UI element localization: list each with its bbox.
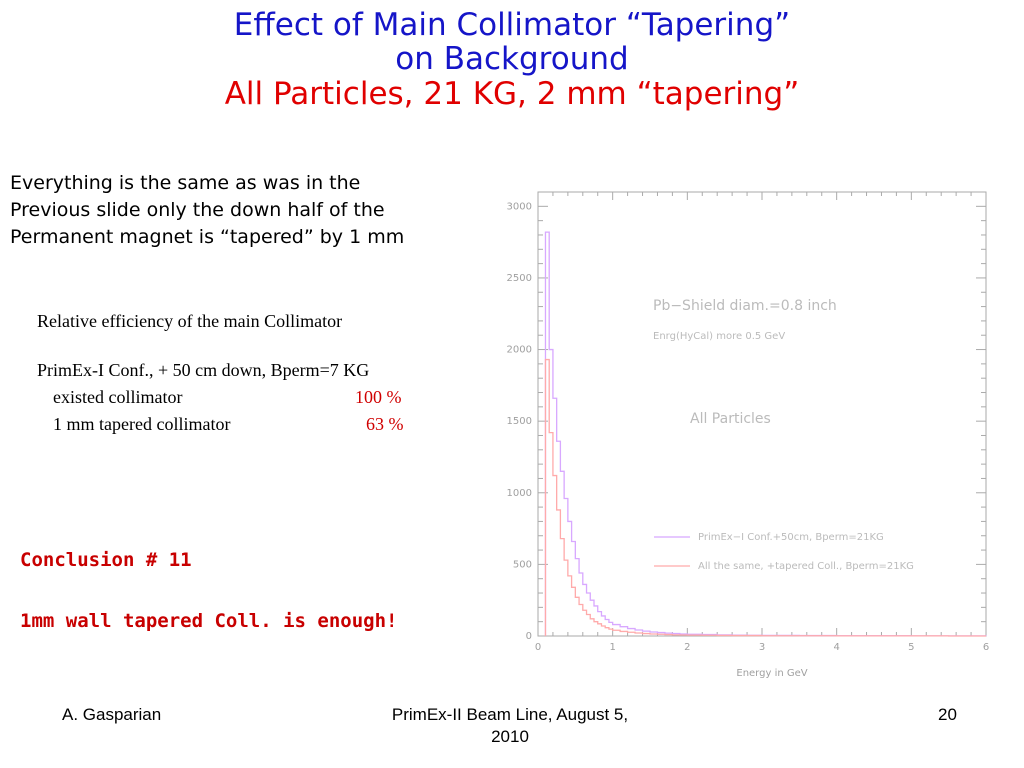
efficiency-heading: Relative efficiency of the main Collimat…	[37, 311, 343, 331]
footer-event-line-1: PrimEx-II Beam Line, August 5,	[391, 705, 629, 724]
conclusion-title: Conclusion # 11	[20, 549, 192, 571]
efficiency-row: existed collimator 100 %	[37, 384, 487, 411]
footer-author: A. Gasparian	[62, 705, 162, 724]
efficiency-row-value: 100 %	[355, 387, 402, 407]
intro-text: Everything is the same as was in the Pre…	[10, 170, 490, 251]
footer-page-number: 20	[938, 705, 957, 724]
x-tick-label: 4	[833, 642, 839, 653]
annotation-particles: All Particles	[690, 411, 771, 427]
efficiency-row-value: 63 %	[366, 414, 404, 434]
x-axis-label: Energy in GeV	[736, 668, 807, 679]
intro-line: Permanent magnet is “tapered” by 1 mm	[10, 226, 405, 248]
annotation-energy-cut: Enrg(HyCal) more 0.5 GeV	[653, 331, 785, 342]
title-line-2: on Background	[395, 41, 629, 77]
efficiency-row: 1 mm tapered collimator 63 %	[37, 411, 487, 438]
y-tick-label: 1500	[507, 416, 532, 427]
conclusion-block: Conclusion # 11 1mm wall tapered Coll. i…	[20, 546, 500, 635]
y-tick-label: 0	[526, 631, 532, 642]
efficiency-config: PrimEx-I Conf., + 50 cm down, Bperm=7 KG	[37, 360, 370, 380]
energy-histogram: 0 1 2 3 4 5 6 0 500 1000 1500 2000 2500 3000 Energy in…	[488, 180, 1004, 690]
footer-event: PrimEx-II Beam Line, August 5, 2010	[340, 704, 680, 748]
intro-line: Previous slide only the down half of the	[10, 199, 385, 221]
efficiency-row-label: 1 mm tapered collimator	[53, 414, 231, 434]
x-tick-label: 6	[983, 642, 989, 653]
y-tick-label: 2500	[507, 273, 532, 284]
histogram-series-1	[544, 231, 987, 637]
efficiency-block: Relative efficiency of the main Collimat…	[37, 308, 487, 438]
title-line-1: Effect of Main Collimator “Tapering”	[233, 7, 791, 43]
footer-event-line-2: 2010	[491, 727, 529, 746]
legend-label: All the same, +tapered Coll., Bperm=21KG	[698, 561, 914, 572]
x-tick-label: 2	[684, 642, 690, 653]
conclusion-text: 1mm wall tapered Coll. is enough!	[20, 610, 398, 632]
histogram-series-2	[544, 358, 986, 637]
y-tick-label: 3000	[507, 201, 532, 212]
y-tick-label: 1000	[507, 488, 532, 499]
histogram-svg: 0 1 2 3 4 5 6 0 500 1000 1500 2000 2500 3000 Energy in…	[507, 191, 989, 679]
y-tick-label: 2000	[507, 345, 532, 356]
x-tick-label: 5	[908, 642, 914, 653]
efficiency-row-label: existed collimator	[53, 387, 183, 407]
y-tick-label: 500	[513, 559, 532, 570]
slide-title: Effect of Main Collimator “Tapering” on …	[0, 8, 1024, 112]
x-tick-label: 0	[535, 642, 541, 653]
x-tick-label: 1	[609, 642, 615, 653]
title-line-3: All Particles, 21 KG, 2 mm “tapering”	[224, 76, 800, 112]
x-tick-label: 3	[759, 642, 765, 653]
intro-line: Everything is the same as was in the	[10, 172, 361, 194]
annotation-shield: Pb−Shield diam.=0.8 inch	[653, 298, 837, 314]
legend-label: PrimEx−I Conf.+50cm, Bperm=21KG	[698, 532, 884, 543]
